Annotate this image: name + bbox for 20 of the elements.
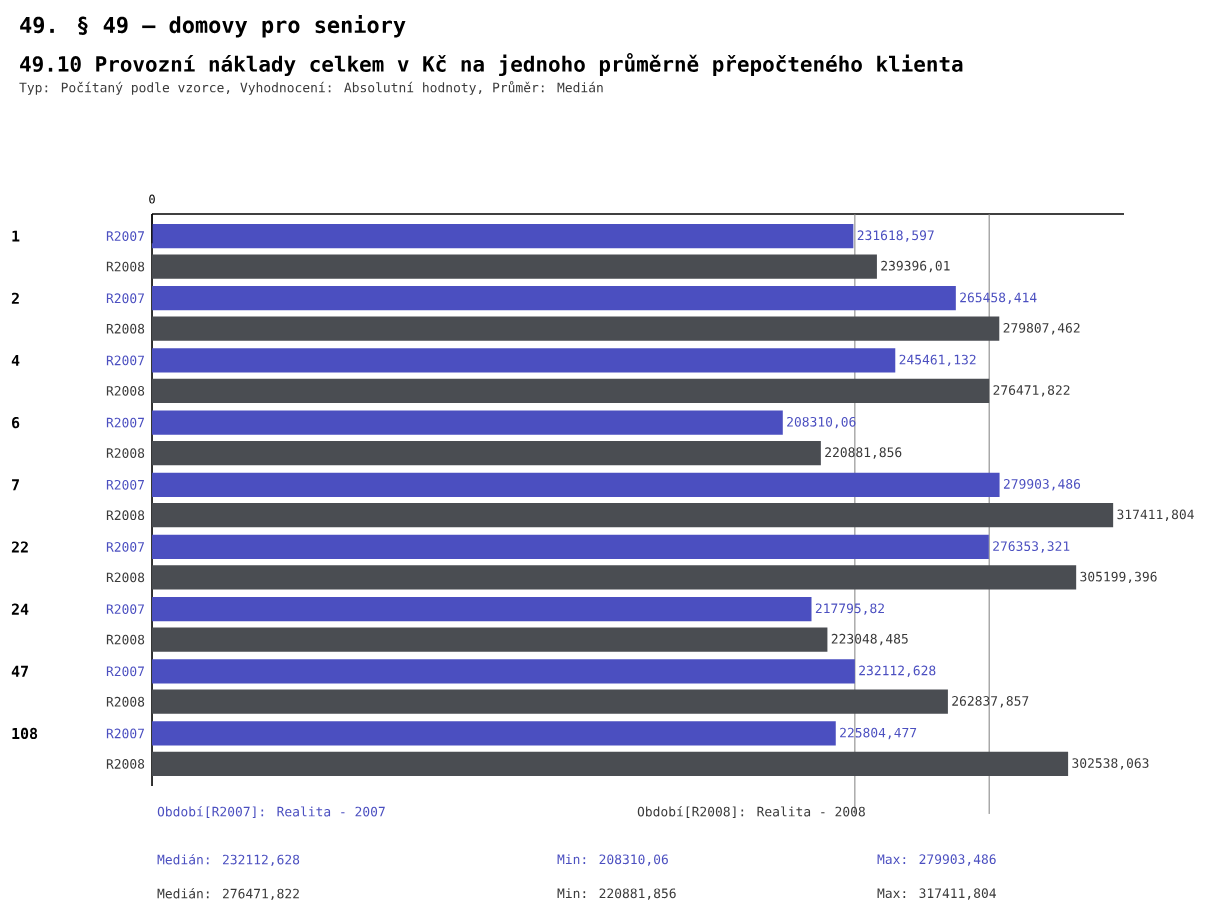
bar <box>152 378 990 403</box>
bar <box>152 286 956 311</box>
bar <box>152 410 783 435</box>
chart-subtitle: 49.10 Provozní náklady celkem v Kč na jednoho průměrně přepočteného klienta <box>20 53 963 76</box>
bar <box>152 440 821 466</box>
chart-title: 49. § 49 – domovy pro seniory <box>20 15 406 38</box>
bar <box>152 751 1069 777</box>
bar <box>152 472 1000 497</box>
bar <box>152 223 854 249</box>
bar <box>152 627 828 652</box>
bar <box>152 316 1000 341</box>
bar <box>152 721 836 746</box>
bar <box>152 254 877 279</box>
bar <box>152 689 948 714</box>
bar <box>152 565 1077 590</box>
bar <box>152 503 1114 528</box>
bar <box>152 348 896 373</box>
bar <box>152 596 812 622</box>
bar <box>152 659 855 684</box>
bar <box>152 534 989 560</box>
